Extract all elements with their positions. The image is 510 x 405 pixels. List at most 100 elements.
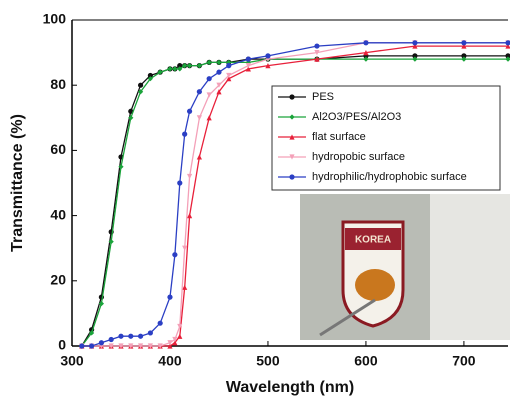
marker (98, 301, 104, 307)
x-tick-label: 500 (256, 353, 280, 369)
legend-label: hydrophilic/hydrophobic surface (312, 171, 467, 183)
y-tick-label: 20 (50, 272, 66, 288)
marker (157, 69, 163, 75)
tweezers (319, 298, 376, 337)
x-tick-label: 700 (452, 353, 476, 369)
marker (137, 82, 144, 88)
marker (226, 72, 232, 79)
marker (137, 343, 144, 349)
marker (505, 56, 510, 62)
marker (226, 76, 232, 82)
x-axis-label: Wavelength (nm) (226, 379, 354, 396)
marker (196, 63, 202, 69)
legend-label: Al2O3/PES/Al2O3 (312, 111, 401, 123)
y-tick-label: 40 (50, 206, 66, 222)
marker (314, 50, 320, 56)
marker (216, 89, 222, 95)
marker (216, 59, 222, 65)
marker (182, 245, 188, 251)
marker (177, 180, 183, 186)
marker (196, 89, 202, 95)
marker (177, 333, 183, 339)
marker (167, 340, 173, 346)
marker (147, 76, 153, 82)
marker (172, 336, 178, 343)
marker (226, 63, 232, 69)
legend-box (271, 85, 501, 191)
marker (461, 43, 467, 49)
marker (265, 53, 271, 59)
marker (186, 213, 193, 219)
marker (79, 343, 85, 349)
marker (182, 284, 188, 290)
marker (186, 108, 193, 114)
marker (314, 43, 320, 49)
marker (182, 131, 188, 137)
legend-label: PES (312, 91, 334, 103)
marker (118, 343, 124, 349)
marker (206, 59, 212, 65)
marker (177, 63, 183, 69)
marker (182, 63, 188, 69)
marker (167, 294, 173, 300)
marker (505, 40, 510, 46)
legend-marker (289, 154, 295, 160)
marker (206, 115, 212, 121)
marker (505, 43, 510, 49)
marker (108, 336, 114, 343)
marker (186, 63, 193, 69)
marker (245, 63, 251, 69)
marker (216, 82, 222, 88)
marker (172, 252, 178, 258)
y-tick-label: 0 (58, 337, 66, 353)
marker (157, 343, 163, 349)
y-tick-label: 60 (50, 141, 66, 157)
marker (98, 340, 104, 346)
marker (177, 323, 183, 330)
inset-photo: KOREA (300, 194, 510, 340)
legend-label: flat surface (312, 131, 366, 143)
marker (177, 66, 183, 72)
marker (412, 43, 418, 49)
tiger (355, 269, 395, 301)
marker (314, 56, 320, 62)
marker (137, 333, 144, 339)
marker (461, 40, 467, 46)
legend-label: hydropobic surface (312, 151, 405, 163)
marker (88, 343, 95, 349)
marker (412, 53, 418, 59)
marker (167, 66, 173, 72)
marker (216, 69, 222, 75)
marker (196, 154, 202, 160)
marker (172, 340, 178, 346)
y-tick-label: 80 (50, 76, 66, 92)
marker (461, 56, 467, 62)
marker (167, 343, 173, 349)
legend-marker (289, 174, 295, 180)
marker (412, 56, 418, 62)
marker (108, 343, 114, 349)
marker (245, 56, 251, 62)
marker (363, 50, 369, 56)
marker (88, 330, 95, 336)
legend-marker (289, 114, 295, 120)
x-tick-label: 300 (60, 353, 84, 369)
marker (206, 76, 212, 82)
marker (363, 40, 369, 46)
photo-text: KOREA (355, 235, 391, 246)
marker (196, 115, 202, 121)
marker (363, 56, 369, 62)
legend-marker (289, 94, 295, 100)
marker (147, 330, 153, 336)
y-axis-label: Transmittance (%) (9, 114, 26, 252)
marker (147, 72, 153, 79)
marker (108, 239, 114, 245)
marker (505, 53, 510, 59)
marker (147, 343, 153, 349)
marker (118, 333, 124, 339)
shield-band (345, 228, 401, 250)
legend-marker (289, 134, 295, 140)
marker (206, 92, 212, 98)
marker (412, 40, 418, 46)
